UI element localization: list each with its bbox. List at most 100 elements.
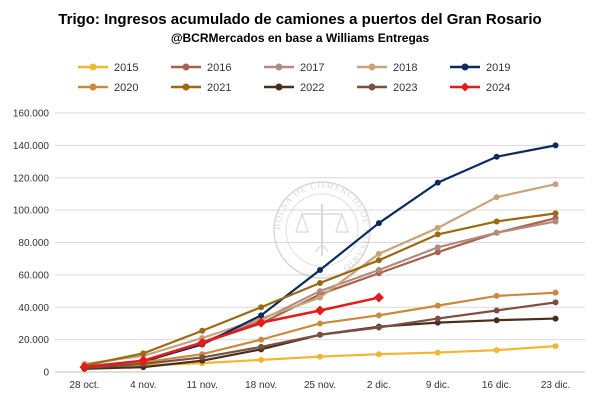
legend-label: 2021 <box>207 82 231 94</box>
series-2018 <box>81 181 559 367</box>
legend-item-2016: 2016 <box>171 62 231 74</box>
data-point <box>317 279 323 286</box>
y-tick-label: 80.000 <box>18 238 49 249</box>
data-point <box>493 194 500 201</box>
x-tick-label: 11 nov. <box>187 380 218 391</box>
x-tick-label: 23 dic. <box>541 380 570 391</box>
series-2021 <box>81 210 559 369</box>
legend-item-2018: 2018 <box>357 62 417 74</box>
y-tick-label: 20.000 <box>18 335 49 346</box>
legend-item-2017: 2017 <box>264 62 324 74</box>
legend-swatch-marker <box>182 83 190 91</box>
data-point <box>552 299 559 306</box>
bcr-seal-watermark: BOLSA DE COMERCIO DE ROSARIO <box>272 180 371 279</box>
y-tick-label: 0 <box>43 368 49 379</box>
data-point <box>493 307 500 314</box>
y-tick-label: 160.000 <box>13 109 50 120</box>
legend-label: 2023 <box>393 82 417 94</box>
legend-label: 2024 <box>486 82 510 94</box>
data-point <box>256 317 267 328</box>
data-point <box>258 304 265 311</box>
legend-swatch-marker <box>461 63 469 71</box>
data-point <box>552 142 559 149</box>
x-tick-label: 9 dic. <box>426 380 450 391</box>
legend: 2015 2016 2017 2018 2019 2020 2021 2022 2023 2024 <box>78 62 510 94</box>
data-point <box>258 336 265 343</box>
data-point <box>493 218 500 225</box>
legend-item-2015: 2015 <box>78 62 138 74</box>
legend-swatch-marker <box>275 63 283 71</box>
y-tick-label: 140.000 <box>13 141 50 152</box>
data-point <box>375 324 382 331</box>
series-2017 <box>81 218 559 370</box>
data-point <box>493 292 500 299</box>
data-point <box>493 229 500 236</box>
legend-label: 2016 <box>207 62 231 74</box>
data-point <box>199 327 206 334</box>
data-point <box>79 362 90 373</box>
data-point <box>258 356 265 363</box>
data-point <box>375 312 382 319</box>
data-point <box>138 355 149 366</box>
x-tick-label: 28 oct. <box>69 380 99 391</box>
legend-swatch-marker <box>460 82 470 92</box>
legend-label: 2017 <box>300 62 324 74</box>
data-point <box>375 351 382 358</box>
data-point <box>199 354 206 361</box>
data-point <box>258 343 265 350</box>
data-point <box>375 250 382 257</box>
data-point <box>375 257 382 264</box>
data-point <box>373 292 384 303</box>
series-line-2024 <box>84 296 380 369</box>
data-point <box>197 337 208 348</box>
data-point <box>315 305 325 316</box>
series-2024 <box>79 292 384 373</box>
axes: 28 oct. 4 nov. 11 nov. 18 nov. 25 nov. 2 dic.… <box>69 380 570 391</box>
grid: 0 20.000 40.000 60.000 80.000 100.000 120.000 1… <box>13 109 585 379</box>
legend-label: 2020 <box>114 82 138 94</box>
legend-label: 2018 <box>393 62 417 74</box>
x-tick-label: 16 dic. <box>482 380 511 391</box>
data-point <box>493 153 500 160</box>
data-point <box>434 244 441 251</box>
data-point <box>552 210 559 217</box>
y-tick-label: 120.000 <box>13 173 50 184</box>
legend-item-2019: 2019 <box>450 62 510 74</box>
chart-title: Trigo: Ingresos acumulado de camiones a … <box>58 11 541 28</box>
legend-swatch-marker <box>89 83 97 91</box>
legend-swatch-marker <box>89 63 97 71</box>
data-point <box>317 331 323 338</box>
data-point <box>434 231 441 238</box>
data-point <box>375 220 382 227</box>
x-tick-label: 4 nov. <box>130 380 157 391</box>
data-point <box>434 249 441 256</box>
chart-subtitle: @BCRMercados en base a Williams Entregas <box>171 31 430 45</box>
legend-label: 2022 <box>300 82 324 94</box>
legend-swatch-marker <box>368 63 376 71</box>
x-tick-label: 2 dic. <box>367 380 391 391</box>
data-point <box>552 181 559 188</box>
data-point <box>552 315 559 322</box>
y-tick-label: 40.000 <box>18 303 49 314</box>
data-point <box>552 289 559 296</box>
legend-label: 2019 <box>486 62 510 74</box>
legend-swatch-marker <box>275 83 283 91</box>
data-point <box>434 349 441 356</box>
data-point <box>552 218 559 225</box>
data-point <box>434 179 441 186</box>
legend-item-2023: 2023 <box>357 82 417 94</box>
legend-swatch-marker <box>368 83 376 91</box>
data-point <box>258 312 265 319</box>
data-point <box>317 353 323 360</box>
legend-item-2024: 2024 <box>450 82 510 94</box>
series-lines <box>79 142 559 373</box>
legend-swatch-marker <box>182 63 190 71</box>
x-tick-label: 25 nov. <box>304 380 336 391</box>
legend-label: 2015 <box>114 62 138 74</box>
data-point <box>317 267 323 274</box>
legend-item-2020: 2020 <box>78 82 138 94</box>
x-tick-label: 18 nov. <box>245 380 277 391</box>
data-point <box>317 294 323 301</box>
data-point <box>140 350 147 357</box>
